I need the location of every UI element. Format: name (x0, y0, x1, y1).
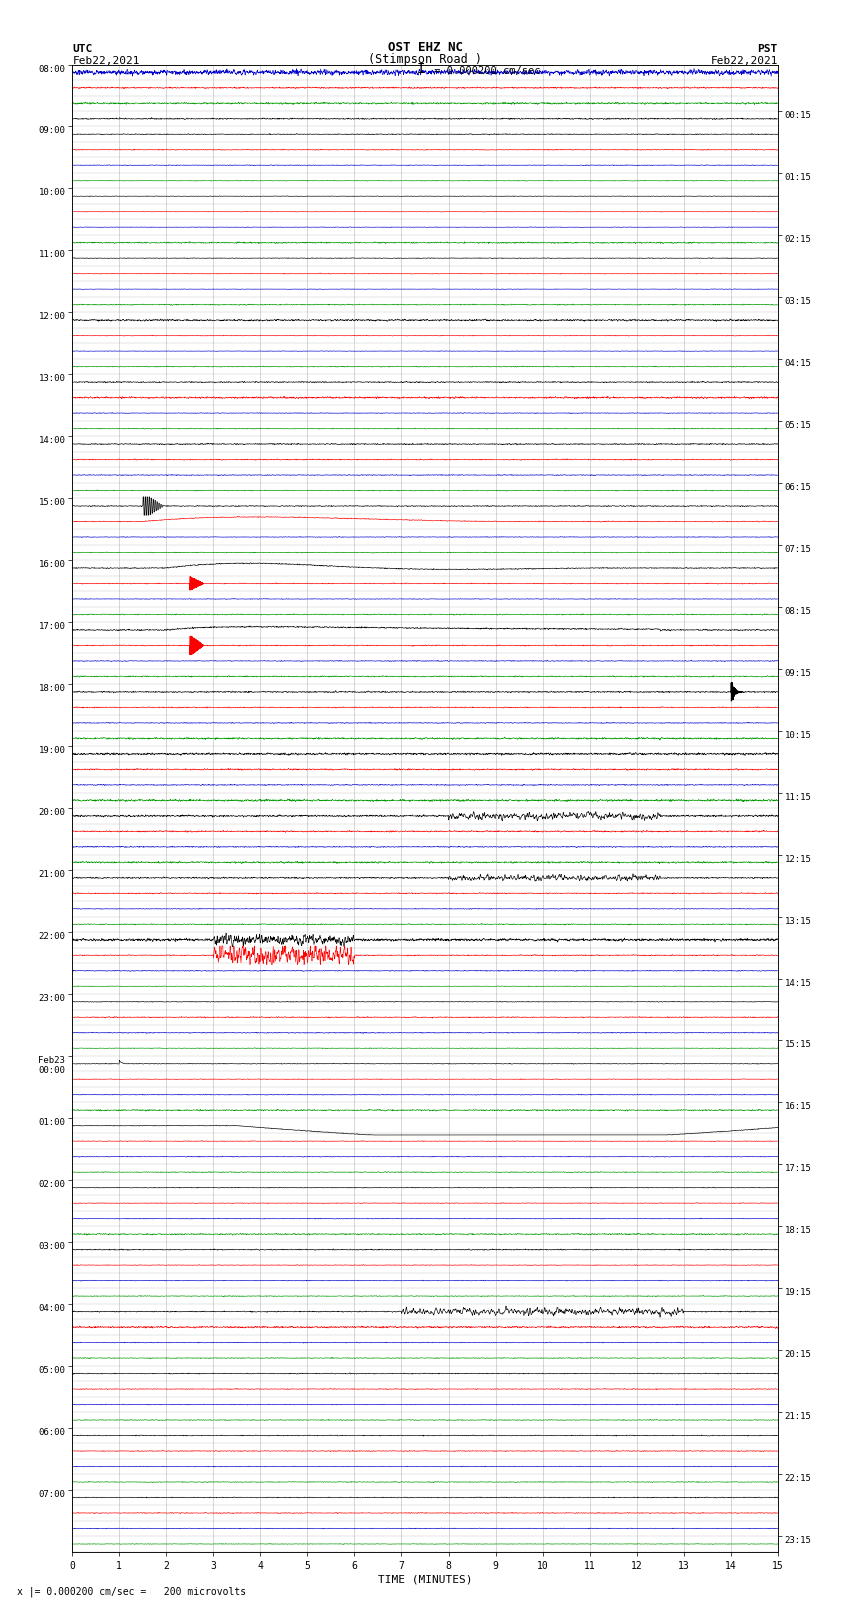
Text: = 0.000200 cm/sec: = 0.000200 cm/sec (428, 66, 540, 76)
Text: Feb22,2021: Feb22,2021 (711, 56, 778, 66)
Text: I: I (416, 61, 425, 76)
X-axis label: TIME (MINUTES): TIME (MINUTES) (377, 1574, 473, 1586)
Text: UTC: UTC (72, 44, 93, 53)
Text: (Stimpson Road ): (Stimpson Road ) (368, 53, 482, 66)
Text: PST: PST (757, 44, 778, 53)
Text: x |= 0.000200 cm/sec =   200 microvolts: x |= 0.000200 cm/sec = 200 microvolts (17, 1586, 246, 1597)
Text: OST EHZ NC: OST EHZ NC (388, 40, 462, 53)
Text: Feb22,2021: Feb22,2021 (72, 56, 139, 66)
